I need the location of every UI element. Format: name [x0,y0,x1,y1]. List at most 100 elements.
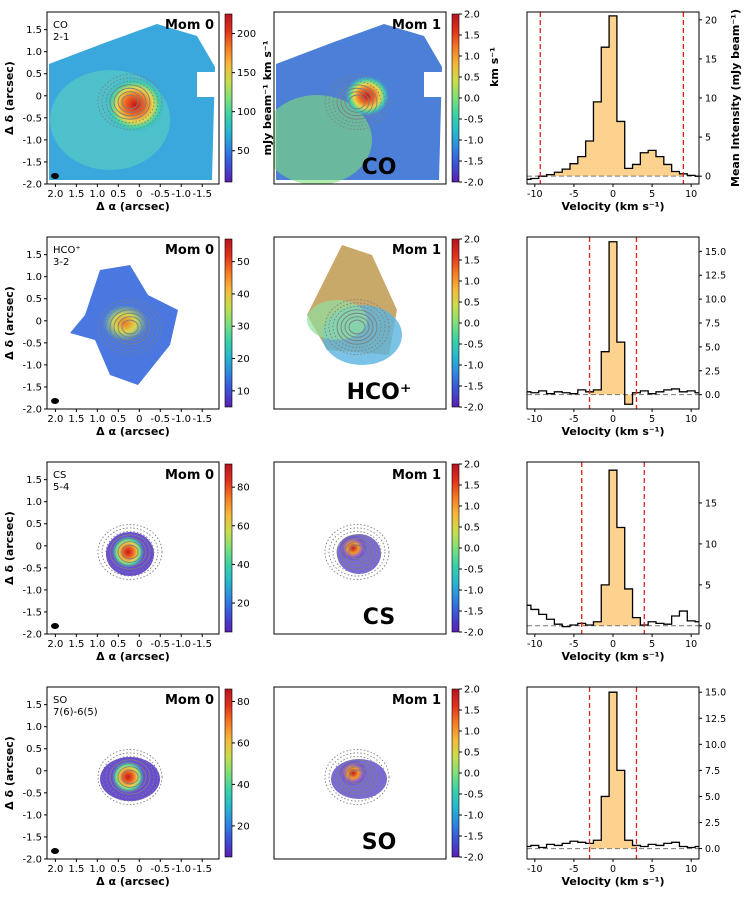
mom0-label: Mom 0 [165,243,214,258]
dec-tick-label: -1.5 [22,382,42,393]
intensity-tick-label: 12.5 [705,714,726,725]
panel-row-co: 2.0 1.5 1.0 0.5 0 -0.5 -1.0 -1.51.51.00.50-0.5-… [3,10,717,214]
colorbar-tick-label: 150 [237,68,256,79]
colorbar-tick-label: 2.0 [464,235,480,246]
contour-dotted [328,302,386,352]
transition-label: 5-4 [53,482,69,493]
velocity-tick-label: 0 [610,864,616,875]
ra-tick-label: -1.0 [171,639,191,650]
spectrum-line [527,469,699,628]
intensity-tick-label: 15 [705,54,717,65]
ra-tick-label: 0 [136,189,142,200]
colorbar-tick-label: -1.5 [464,382,484,393]
contour [348,94,366,110]
masked-region [197,72,219,97]
dec-tick-label: 1.0 [26,722,42,733]
spectrum-plot [527,687,699,859]
colorbar-tick-label: 40 [237,289,250,300]
colorbar-tick-label: -2.0 [464,628,484,639]
colorbar-tick-label: 0.5 [464,748,480,759]
dec-tick-label: -2.0 [22,855,42,866]
ra-tick-label: 0 [136,414,142,425]
colorbar-tick-label: 40 [237,560,250,571]
colorbar-tick-label: -1.0 [464,361,484,372]
ra-tick-label: -1.0 [171,864,191,875]
contour [340,762,374,792]
ra-tick-label: -1.5 [192,639,212,650]
contour-dotted [328,752,386,802]
molecule-big-label: HCO⁺ [347,380,412,405]
contour-dotted [101,302,159,352]
colorbar-tick-label: -1.0 [464,811,484,822]
contour-dotted [332,755,382,799]
intensity-tick-label: 0 [705,621,711,632]
colorbar-tick-label: 60 [237,521,250,532]
transition-label: 3-2 [53,257,69,268]
contour [348,544,366,560]
molecule-label: SO [53,695,67,706]
mom1-colorbar-label: km s⁻¹ [488,47,501,87]
dec-tick-label: 1.5 [26,700,42,711]
spectrum-fill [540,15,684,177]
colorbar-tick-label: 80 [237,697,250,708]
map-frame [273,11,447,185]
dec-tick-label: 1.0 [26,47,42,58]
colorbar-tick-label: 20 [237,354,250,365]
contour [109,534,151,570]
contour [344,316,370,338]
colorbar-tick-label: 1.5 [464,706,480,717]
intensity-tick-label: 15.0 [705,688,726,699]
intensity-tick-label: 10.0 [705,295,726,306]
ra-tick-label: -1.0 [171,189,191,200]
map-frame [46,686,220,860]
colorbar-tick-label: 2.0 [464,460,480,471]
colorbar-tick-label: 1.5 [464,481,480,492]
contour [109,84,151,120]
spectrum-fill [589,692,637,849]
velocity-tick-label: -10 [527,189,543,200]
spectrum-plot [527,237,699,409]
contour-dotted [324,74,390,130]
velocity-tick-label: 5 [649,864,655,875]
velocity-tick-label: 0 [610,414,616,425]
ra-tick-label: 2.0 [47,864,63,875]
contour [344,766,370,788]
colorbar-tick-label: 1.0 [464,277,480,288]
contour-dotted [328,77,386,127]
intensity-tick-label: 10.0 [705,740,726,751]
ra-tick-label: 1.5 [68,189,84,200]
mom1-label: Mom 1 [392,468,441,483]
ra-tick-label: 0 [136,864,142,875]
mom1-label: Mom 1 [392,18,441,33]
contour [121,544,139,560]
ra-tick-label: 0.5 [110,864,126,875]
intensity-tick-label: 5 [705,580,711,591]
dec-tick-label: 0.5 [26,294,42,305]
contour-dotted [97,749,163,805]
masked-region [47,12,87,30]
colorbar-tick-label: 1.0 [464,502,480,513]
velocity-tick-label: 10 [685,189,697,200]
ra-tick-label: -0.5 [151,864,171,875]
dec-tick-label: 1.5 [26,250,42,261]
contour [113,537,147,567]
map-image [331,759,387,799]
intensity-tick-label: 7.5 [705,766,720,777]
mom0-label: Mom 0 [165,693,214,708]
colorbar-tick-label: -0.5 [464,115,484,126]
contour-dotted [328,527,386,577]
contour-dotted [324,299,390,355]
colorbar-tick-label: 0.0 [464,544,480,555]
emission-peak [112,536,144,568]
contour [117,766,143,788]
spectrum-line [527,241,699,405]
molecule-label: HCO⁺ [53,245,81,256]
velocity-tick-label: 5 [649,639,655,650]
mom0-label: Mom 0 [165,468,214,483]
dec-axis-label: Δ δ (arcsec) [3,61,16,135]
map-frame [46,11,220,185]
dec-tick-label: -2.0 [22,405,42,416]
dec-tick-label: 0 [36,91,42,102]
dec-tick-label: -1.5 [22,832,42,843]
contour-dotted [332,305,382,349]
